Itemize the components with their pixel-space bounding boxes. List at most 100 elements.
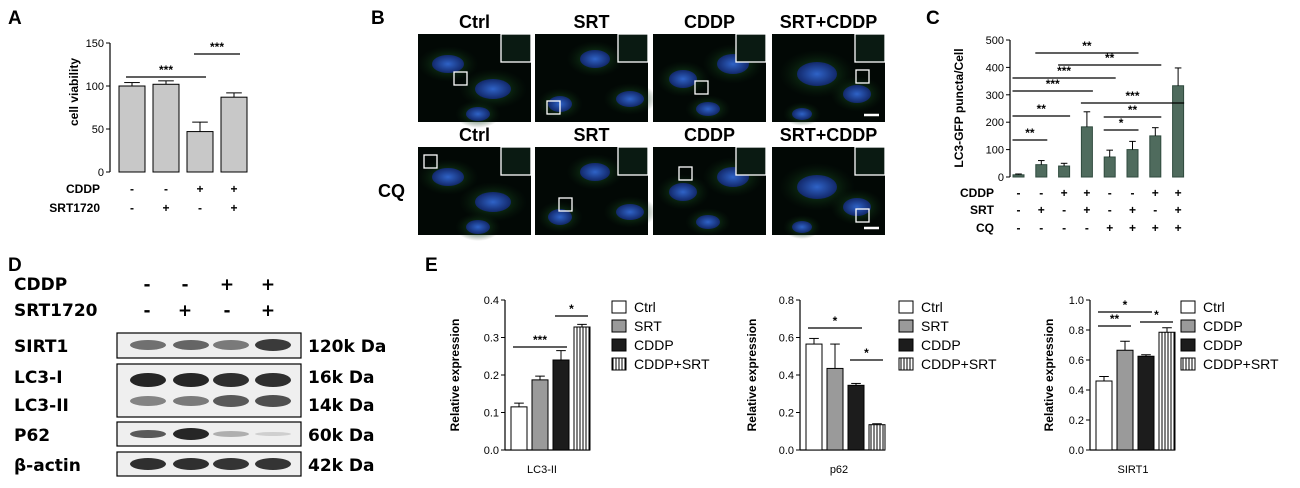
inset-box bbox=[500, 33, 532, 63]
factor-sign: - bbox=[1039, 221, 1043, 235]
y-tick-label: 0.1 bbox=[484, 408, 499, 420]
y-tick-label: 0 bbox=[998, 172, 1004, 184]
treatment-sign: + bbox=[220, 275, 234, 295]
protein-band bbox=[255, 458, 291, 470]
panel-label-d: D bbox=[8, 255, 22, 276]
legend-label: CDDP bbox=[1203, 337, 1243, 353]
factor-sign: - bbox=[130, 182, 134, 196]
zoom-region-box bbox=[423, 154, 438, 169]
factor-sign: - bbox=[198, 201, 202, 215]
chart-c: LC3-GFP puncta/Cell 0100200300400500****… bbox=[952, 35, 1185, 235]
factor-sign: + bbox=[162, 201, 169, 215]
legend-label: CDDP+SRT bbox=[1203, 356, 1279, 372]
treatment-sign: - bbox=[223, 301, 230, 321]
chart-e-lc3: Relative expression LC3-II 0.0 0.1 0.2 0.3 0… bbox=[448, 295, 710, 476]
significance-mark: * bbox=[569, 302, 574, 316]
y-tick-label: 50 bbox=[92, 124, 104, 136]
significance-mark: ** bbox=[1128, 103, 1138, 117]
factor-sign: + bbox=[1038, 203, 1045, 217]
factor-sign: + bbox=[1129, 203, 1136, 217]
protein-band bbox=[213, 340, 249, 350]
protein-band bbox=[130, 373, 166, 387]
y-tick-label: 0.0 bbox=[1069, 445, 1084, 457]
legend-swatch bbox=[1180, 357, 1196, 371]
protein-band bbox=[173, 458, 209, 470]
protein-band bbox=[173, 373, 209, 387]
factor-sign: + bbox=[1129, 221, 1136, 235]
treatment-sign: - bbox=[143, 275, 150, 295]
inset-box bbox=[735, 146, 767, 176]
chart-a-y-label: cell viability bbox=[67, 58, 81, 126]
factor-sign: + bbox=[230, 201, 237, 215]
panel-label-b: B bbox=[371, 8, 385, 29]
y-tick-label: 500 bbox=[986, 35, 1004, 47]
inset-box bbox=[617, 33, 649, 63]
cell-nucleus bbox=[696, 102, 720, 116]
factor-sign: - bbox=[1062, 221, 1066, 235]
significance-mark: * bbox=[864, 346, 869, 360]
cell-nucleus bbox=[797, 175, 837, 199]
band-size: 14k Da bbox=[308, 396, 374, 416]
inset-box bbox=[735, 33, 767, 63]
bar bbox=[1080, 126, 1093, 178]
legend-swatch bbox=[898, 357, 914, 371]
significance-mark: *** bbox=[1057, 64, 1071, 78]
column-label: CDDP bbox=[684, 125, 735, 145]
factor-label: CQ bbox=[976, 221, 994, 235]
factor-sign: + bbox=[1083, 203, 1090, 217]
bar bbox=[1116, 349, 1134, 451]
bar bbox=[1012, 174, 1025, 178]
chart-e1-x-label: LC3-II bbox=[527, 464, 557, 476]
significance-mark: * bbox=[833, 314, 838, 328]
panel-label-e: E bbox=[425, 255, 438, 276]
band-name: β-actin bbox=[14, 456, 81, 476]
panel-label-a: A bbox=[8, 8, 22, 29]
cell-nucleus bbox=[548, 209, 572, 225]
factor-sign: + bbox=[230, 182, 237, 196]
column-label: SRT bbox=[574, 12, 610, 32]
zoom-region-box bbox=[694, 80, 709, 95]
bar bbox=[220, 96, 248, 173]
western-blot: CDDP - - + + SRT1720 - + - + SIRT1 120k Da LC3-I 16k … bbox=[14, 275, 386, 477]
factor-label: CDDP bbox=[66, 182, 100, 196]
column-label: SRT bbox=[574, 125, 610, 145]
protein-band bbox=[130, 340, 166, 350]
factor-sign: + bbox=[196, 182, 203, 196]
band-size: 42k Da bbox=[308, 456, 374, 476]
legend-swatch bbox=[1180, 319, 1196, 333]
y-tick-label: 0.8 bbox=[1069, 325, 1084, 337]
legend-label: CDDP+SRT bbox=[921, 356, 997, 372]
legend-swatch bbox=[611, 338, 627, 352]
legend-swatch bbox=[898, 338, 914, 352]
zoom-region-box bbox=[855, 69, 870, 84]
bar bbox=[118, 85, 146, 173]
band-name: P62 bbox=[14, 426, 50, 446]
factor-sign: + bbox=[1175, 221, 1182, 235]
legend-swatch bbox=[1180, 300, 1196, 314]
column-label: SRT+CDDP bbox=[780, 125, 878, 145]
y-tick-label: 0.8 bbox=[779, 295, 794, 307]
band-name: SIRT1 bbox=[14, 337, 68, 357]
bar bbox=[1058, 165, 1071, 178]
y-tick-label: 0.4 bbox=[779, 370, 794, 382]
chart-e-sirt1: Relative expression SIRT1 0.0 0.2 0.4 0.6 0.… bbox=[1042, 295, 1279, 476]
column-label: CDDP bbox=[684, 12, 735, 32]
cell-nucleus bbox=[475, 79, 511, 99]
protein-band bbox=[213, 395, 249, 407]
treatment-label: SRT1720 bbox=[14, 301, 98, 321]
legend-label: CDDP bbox=[921, 337, 961, 353]
significance-mark: * bbox=[1119, 116, 1124, 130]
bar bbox=[152, 83, 180, 173]
y-tick-label: 0.2 bbox=[1069, 415, 1084, 427]
cell-nucleus bbox=[792, 108, 812, 120]
chart-e2-y-label: Relative expression bbox=[745, 319, 759, 432]
cell-nucleus bbox=[432, 168, 464, 186]
factor-sign: - bbox=[1062, 203, 1066, 217]
protein-band bbox=[213, 458, 249, 470]
zoom-region-box bbox=[546, 100, 561, 115]
legend-swatch bbox=[898, 300, 914, 314]
chart-e2-x-label: p62 bbox=[830, 464, 848, 476]
factor-sign: + bbox=[1152, 186, 1159, 200]
y-tick-label: 0.6 bbox=[779, 333, 794, 345]
legend-swatch bbox=[611, 300, 627, 314]
